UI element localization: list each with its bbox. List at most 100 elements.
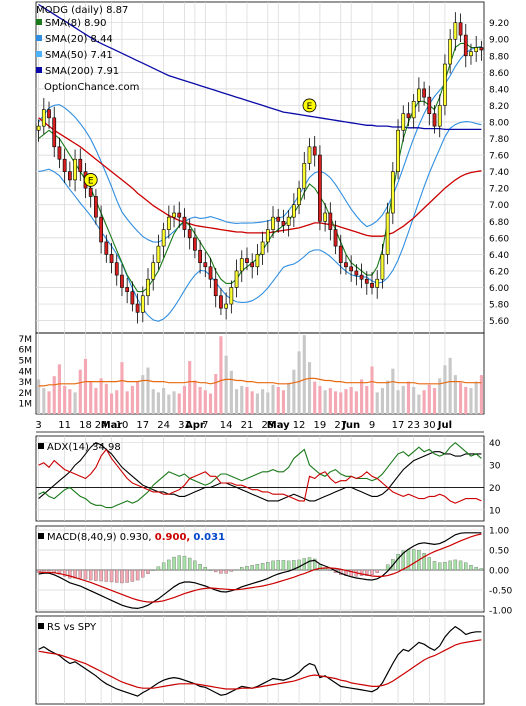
- candle-body: [469, 51, 473, 57]
- candle-body: [67, 171, 72, 181]
- volume-bar: [120, 362, 124, 414]
- volume-bar: [130, 385, 134, 414]
- candle-body: [140, 295, 145, 313]
- volume-bar: [443, 365, 447, 414]
- macd-histogram-bar: [375, 569, 379, 574]
- price-y-tick: 7.20: [489, 185, 509, 195]
- macd-histogram-bar: [203, 566, 208, 571]
- earnings-marker-label: E: [88, 176, 94, 186]
- volume-bar: [156, 392, 160, 414]
- volume-bar: [68, 389, 72, 414]
- panel-border-rs: [35, 615, 485, 705]
- macd-histogram-bar: [365, 569, 369, 576]
- macd-histogram-bar: [115, 569, 119, 583]
- candle-body: [333, 229, 338, 247]
- adx-line: [38, 442, 482, 502]
- candle-body: [453, 22, 458, 40]
- volume-bar: [391, 368, 395, 414]
- volume-bar: [469, 388, 473, 414]
- x-tick-label: 11: [58, 420, 71, 431]
- x-tick-label: 31: [178, 420, 191, 431]
- volume-bar: [115, 390, 119, 414]
- legend-swatch-sma200: [36, 67, 42, 73]
- volume-bar: [375, 392, 379, 414]
- candle-body: [354, 270, 359, 276]
- macd-histogram-bar: [318, 564, 322, 571]
- macd-histogram-bar: [130, 569, 135, 582]
- volume-bar: [354, 391, 358, 414]
- volume-bar: [83, 358, 88, 414]
- volume-bar: [427, 384, 431, 414]
- macd-histogram-bar: [141, 569, 145, 578]
- x-tick-label: 30: [423, 420, 436, 431]
- legend-swatch-sma50: [36, 51, 42, 57]
- volume-bar: [365, 385, 369, 414]
- volume-bar: [182, 385, 187, 414]
- candle-body: [47, 109, 51, 119]
- macd-histogram-bar: [432, 561, 437, 571]
- volume-bar: [229, 370, 233, 414]
- volume-bar: [125, 391, 129, 414]
- macd-histogram-bar: [120, 569, 124, 584]
- x-tick-label: 3: [35, 420, 41, 431]
- volume-y-tick: 4M: [19, 367, 33, 377]
- candle-body: [291, 204, 296, 218]
- volume-bar: [203, 390, 207, 414]
- volume-bar: [172, 391, 176, 414]
- price-legend: MODG (daily) 8.87 SMA(8) 8.90 SMA(20) 8.…: [36, 5, 139, 93]
- candle-body: [198, 249, 202, 263]
- macd-histogram-bar: [453, 559, 458, 571]
- legend-swatch-sma8: [36, 19, 42, 25]
- macd-histogram-bar: [229, 569, 234, 572]
- volume-bar: [344, 389, 348, 414]
- rs-title: RS vs SPY: [47, 622, 97, 633]
- candle-body: [229, 287, 234, 305]
- price-y-tick: 6.00: [489, 284, 509, 294]
- macd-histogram-bar: [94, 569, 98, 581]
- volume-bar: [386, 380, 390, 414]
- volume-bar: [162, 388, 166, 414]
- candle-body: [156, 245, 161, 263]
- candle-body: [307, 146, 312, 164]
- volume-bar: [370, 366, 374, 414]
- macd-histogram-bar: [193, 560, 197, 571]
- x-tick-label: 17: [392, 420, 405, 431]
- macd-histogram-bar: [380, 569, 385, 571]
- candle-body: [203, 262, 208, 268]
- candle-body: [443, 63, 447, 106]
- x-tick-label: 17: [136, 420, 149, 431]
- x-tick-label: Mar: [101, 420, 123, 431]
- macd-histogram-bar: [187, 557, 192, 571]
- macd-histogram-bar: [328, 569, 333, 571]
- macd-swatch: [38, 533, 44, 539]
- candle-body: [182, 216, 187, 230]
- earnings-marker-label: E: [307, 102, 313, 112]
- volume-bar: [479, 375, 483, 414]
- macd-histogram-bar: [292, 560, 296, 571]
- volume-bar: [432, 388, 437, 414]
- candle-body: [390, 171, 395, 214]
- volume-bar: [448, 357, 452, 414]
- x-tick-label: Apr: [185, 420, 205, 431]
- macd-title: MACD(8,40,9) 0.930, 0.900, 0.031: [47, 532, 225, 543]
- volume-bar: [318, 385, 322, 414]
- candle-body: [302, 163, 307, 189]
- sma8-line: [38, 42, 482, 293]
- x-tick-label: Jul: [437, 420, 452, 431]
- candle-body: [349, 266, 354, 272]
- rs-average-line: [38, 639, 482, 690]
- price-y-tick: 7.60: [489, 152, 509, 162]
- price-y-tick: 7.40: [489, 168, 509, 178]
- volume-bar: [276, 387, 280, 414]
- x-tick-label: 28: [261, 420, 274, 431]
- x-tick-label: 14: [220, 420, 233, 431]
- macd-histogram-bar: [234, 569, 239, 571]
- volume-bar: [458, 382, 463, 414]
- macd-histogram-bar: [245, 566, 249, 571]
- candle-body: [208, 266, 213, 280]
- candle-body: [344, 262, 348, 268]
- volume-bar: [240, 385, 244, 414]
- volume-y-tick: 5M: [19, 357, 33, 367]
- volume-bar: [380, 388, 384, 414]
